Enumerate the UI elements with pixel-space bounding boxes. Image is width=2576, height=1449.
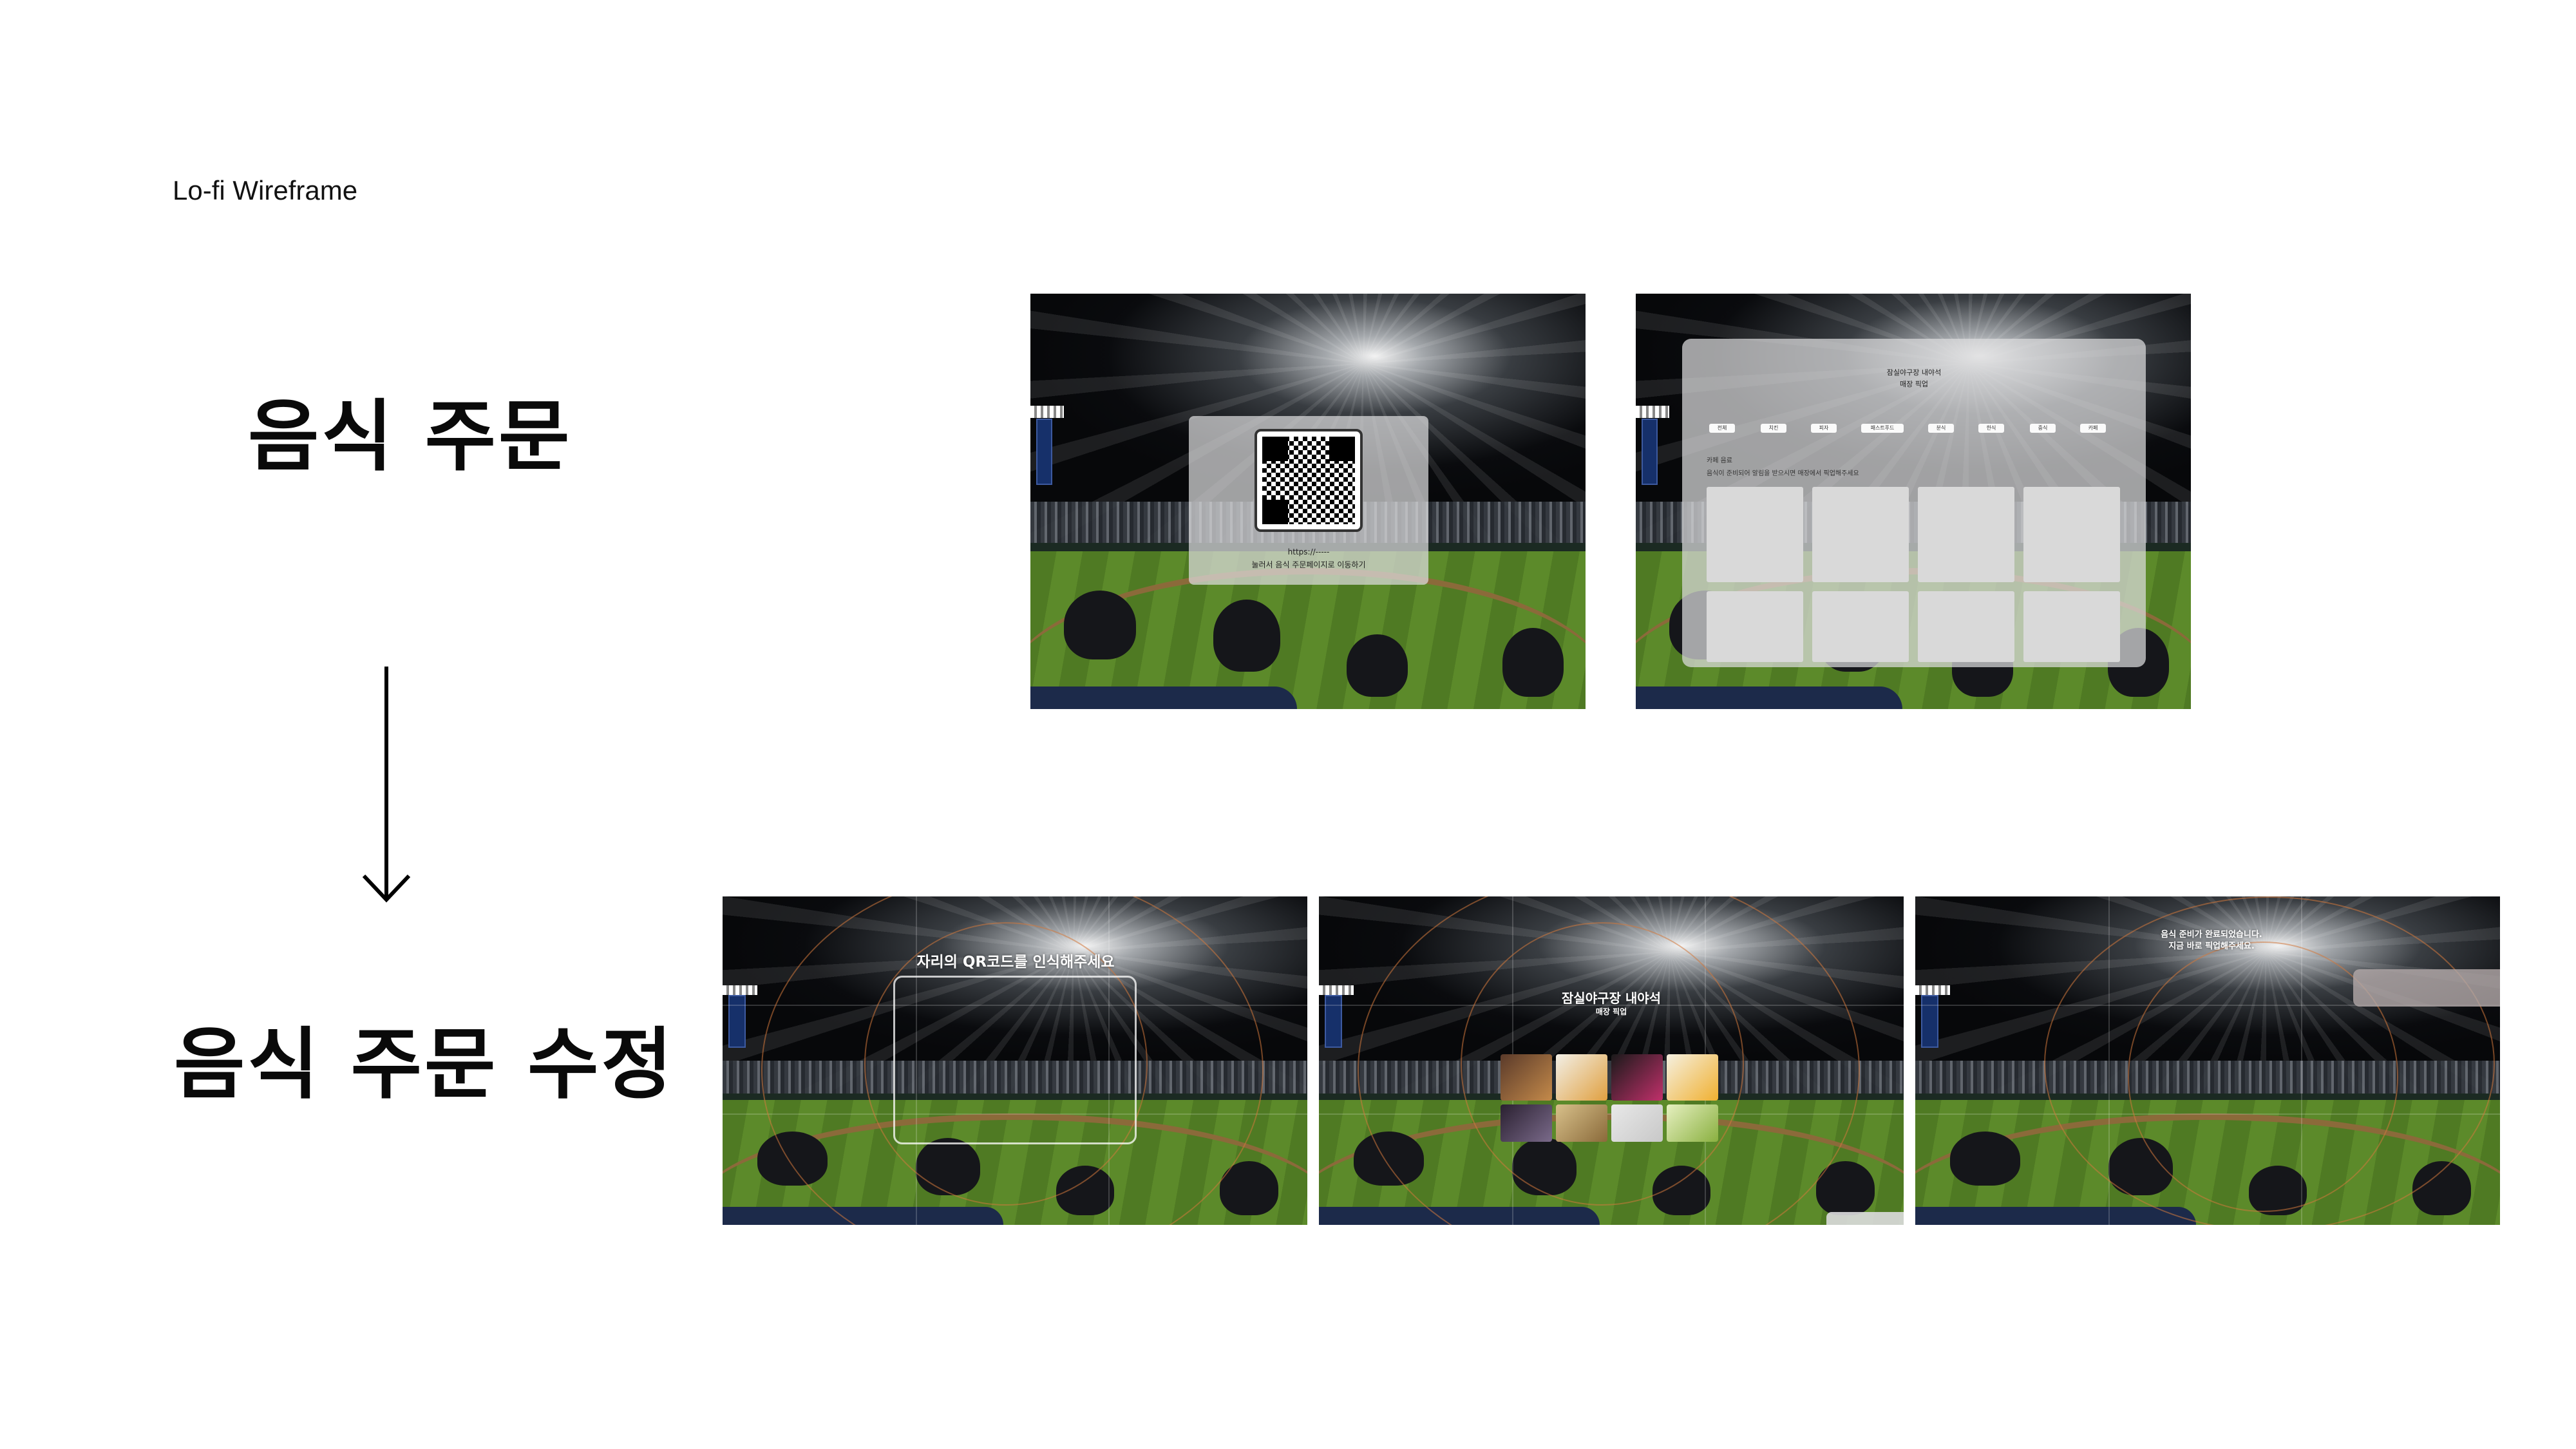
frame-ar-scan: 자리의 QR코드를 인식해주세요	[723, 896, 1307, 1225]
menu-item-tile[interactable]	[1918, 591, 2014, 662]
notification-panel[interactable]	[2353, 969, 2500, 1007]
category-chip[interactable]: 치킨	[1761, 424, 1786, 433]
qr-caption: 눌러서 음식 주문페이지로 이동하기	[1251, 560, 1366, 569]
menu-item-tile[interactable]	[1667, 1104, 1718, 1142]
menu-item-tile[interactable]	[1707, 591, 1803, 662]
menu-item-tile[interactable]	[1667, 1054, 1718, 1101]
category-chip[interactable]: 분식	[1928, 424, 1954, 433]
category-chip[interactable]: 중식	[2030, 424, 2056, 433]
menu-item-tile[interactable]	[1611, 1104, 1663, 1142]
frame-menu-page: 잠실야구장 내야석 매장 픽업 전체 치킨 피자 패스트푸드 분식 한식 중식 …	[1636, 294, 2191, 709]
qr-url[interactable]: https://-----	[1287, 547, 1330, 556]
menu-item-tile[interactable]	[1556, 1054, 1607, 1101]
corner-panel	[1826, 1212, 1904, 1225]
menu-item-tile[interactable]	[1501, 1104, 1552, 1142]
qr-scan-frame[interactable]	[893, 976, 1137, 1144]
menu-item-tile[interactable]	[1707, 487, 1803, 582]
category-chip[interactable]: 카페	[2080, 424, 2106, 433]
scan-prompt: 자리의 QR코드를 인식해주세요	[916, 954, 1115, 971]
page-label: Lo-fi Wireframe	[173, 175, 358, 205]
menu-item-tile[interactable]	[1556, 1104, 1607, 1142]
menu-item-tile[interactable]	[2023, 487, 2120, 582]
ar-store-name: 잠실야구장 내야석	[1561, 990, 1662, 1006]
pickup-notice: 음식이 준비되어 알림을 받으시면 매장에서 픽업해주세요	[1707, 470, 1859, 477]
menu-item-tile[interactable]	[1611, 1054, 1663, 1101]
qr-code[interactable]	[1255, 429, 1363, 532]
menu-panel: 잠실야구장 내야석 매장 픽업 전체 치킨 피자 패스트푸드 분식 한식 중식 …	[1682, 339, 2146, 667]
down-arrow-icon	[362, 667, 411, 903]
ar-store-subtitle: 매장 픽업	[1595, 1007, 1627, 1016]
menu-item-tile[interactable]	[1812, 487, 1909, 582]
category-chip[interactable]: 전체	[1709, 424, 1735, 433]
category-chip[interactable]: 패스트푸드	[1861, 424, 1904, 433]
qr-panel: https://----- 눌러서 음식 주문페이지로 이동하기	[1189, 416, 1428, 585]
ready-line-1: 음식 준비가 완료되었습니다.	[2161, 930, 2262, 940]
menu-item-tile[interactable]	[1501, 1054, 1552, 1101]
store-name: 잠실야구장 내야석	[1886, 368, 1942, 377]
menu-item-tile[interactable]	[1918, 487, 2014, 582]
section-title-revised: 음식 주문 수정	[174, 1020, 675, 1110]
menu-section-label: 카페 음료	[1707, 457, 1732, 464]
menu-item-tile[interactable]	[1812, 591, 1909, 662]
menu-item-tile[interactable]	[2023, 591, 2120, 662]
frame-qr-order: https://----- 눌러서 음식 주문페이지로 이동하기	[1030, 294, 1586, 709]
frame-ar-done: 음식 준비가 완료되었습니다. 지금 바로 픽업해주세요.	[1915, 896, 2500, 1225]
ready-line-2: 지금 바로 픽업해주세요.	[2168, 942, 2255, 951]
category-chip[interactable]: 한식	[1978, 424, 2004, 433]
category-chip[interactable]: 피자	[1811, 424, 1837, 433]
store-subtitle: 매장 픽업	[1900, 380, 1928, 388]
frame-ar-menu: 잠실야구장 내야석 매장 픽업	[1319, 896, 1904, 1225]
section-title-original: 음식 주문	[248, 392, 573, 482]
